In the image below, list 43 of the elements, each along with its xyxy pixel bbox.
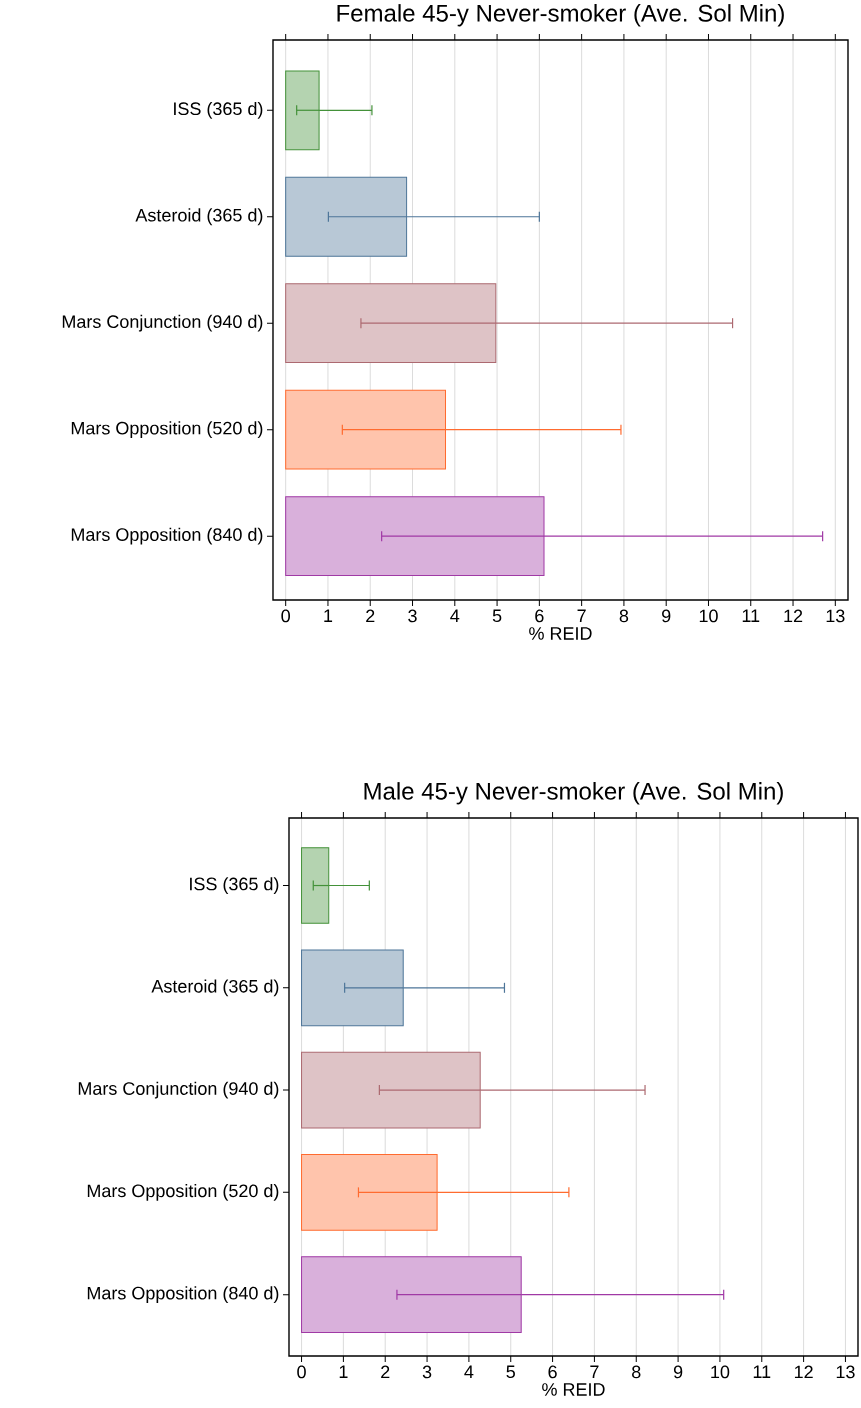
x-axis-title: % REID: [542, 1383, 605, 1396]
x-tick-label: 11: [742, 609, 760, 622]
x-tick-label: 0: [297, 1365, 306, 1379]
x-tick-label: 2: [381, 1365, 390, 1379]
bar: [301, 847, 330, 924]
y-tick-label: ISS (365 d): [174, 101, 263, 119]
y-tick-label: Mars Conjunction (940 d): [62, 314, 263, 332]
x-axis-title: % REID: [529, 627, 592, 640]
x-tick-label: 3: [408, 609, 417, 623]
x-tick-label: 7: [577, 609, 586, 622]
x-tick-label: 4: [464, 1365, 474, 1378]
y-tick-label: ISS (365 d): [190, 877, 279, 894]
chart-title: Female 45-y Never-smoker (Ave. Sol Min): [337, 4, 784, 27]
y-tick-label: Mars Opposition (840 d): [87, 1286, 279, 1304]
x-tick-label: 7: [590, 1365, 599, 1378]
x-tick-label: 9: [673, 1365, 683, 1379]
x-tick-label: 5: [492, 609, 502, 623]
x-tick-label: 0: [281, 609, 290, 623]
x-tick-label: 11: [753, 1365, 771, 1378]
x-tick-label: 10: [699, 609, 718, 623]
y-tick-label: Mars Opposition (520 d): [71, 421, 263, 439]
x-tick-label: 6: [548, 1365, 557, 1379]
x-tick-label: 9: [662, 609, 671, 623]
x-tick-label: 1: [324, 609, 333, 622]
x-tick-label: 8: [619, 609, 629, 623]
x-tick-label: 13: [826, 609, 845, 623]
y-tick-label: Asteroid (365 d): [151, 979, 279, 997]
x-tick-label: 8: [632, 1365, 641, 1379]
y-tick-label: Mars Opposition (520 d): [87, 1183, 279, 1201]
x-tick-label: 1: [339, 1365, 348, 1378]
x-tick-label: 10: [711, 1365, 730, 1379]
x-tick-label: 13: [836, 1365, 855, 1379]
x-tick-label: 4: [450, 609, 460, 622]
x-tick-label: 12: [794, 1365, 813, 1379]
y-tick-label: Mars Opposition (840 d): [71, 527, 263, 545]
chart-title: Male 45-y Never-smoker (Ave. Sol Min): [364, 782, 783, 805]
x-tick-label: 6: [535, 609, 544, 623]
y-tick-label: Asteroid (365 d): [135, 208, 263, 226]
x-tick-label: 2: [366, 609, 375, 623]
y-tick-label: Mars Conjunction (940 d): [78, 1081, 279, 1099]
x-tick-label: 5: [506, 1365, 515, 1379]
x-tick-label: 12: [784, 609, 803, 623]
x-tick-label: 3: [422, 1365, 432, 1379]
